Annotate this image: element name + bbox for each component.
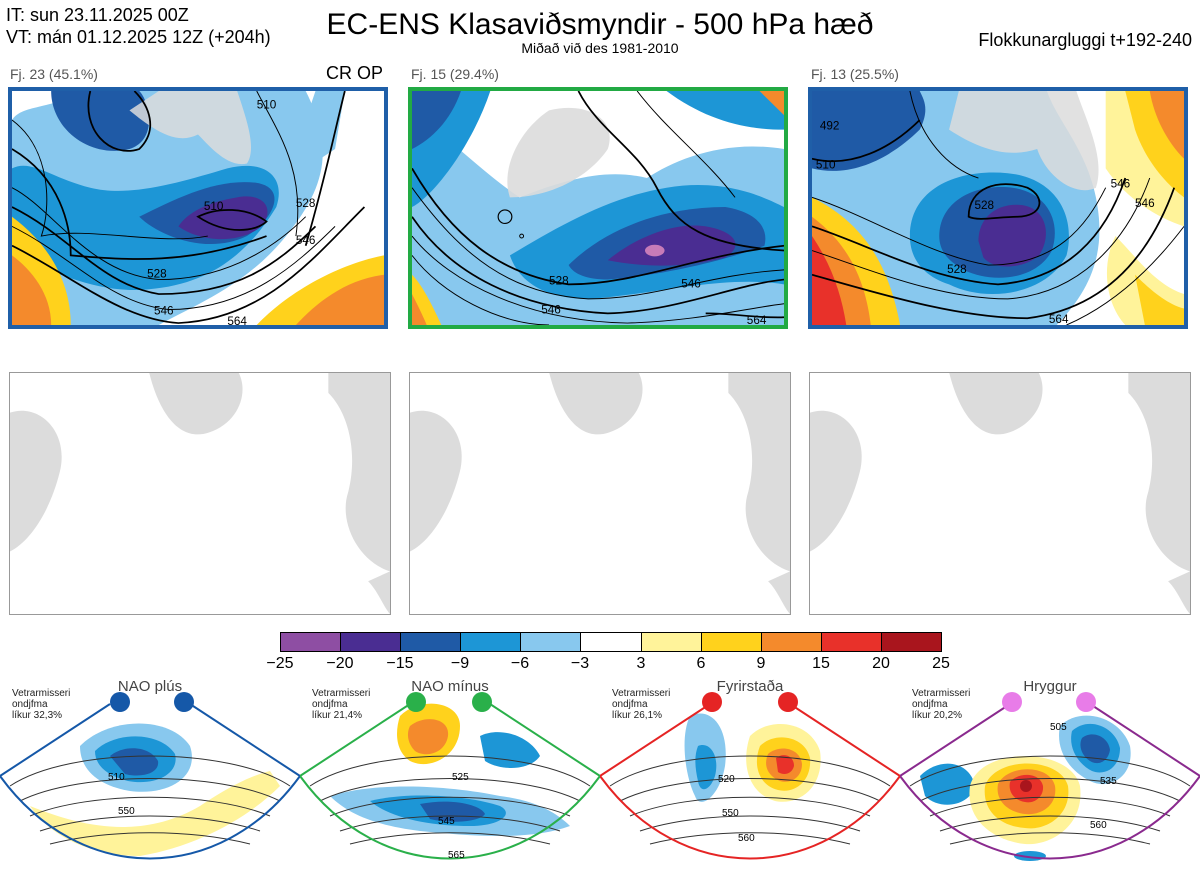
svg-text:520: 520 <box>718 774 735 785</box>
regime-blocking: 520 550 560 Fyrirstaða Vetrarmisseri ondj… <box>600 676 900 871</box>
colorbar-ticks: −25 −20 −15 −9 −6 −3 3 6 9 15 20 25 <box>0 655 1200 675</box>
svg-text:546: 546 <box>296 234 316 247</box>
cluster-1-tag: CR OP <box>326 63 384 83</box>
regime-ridge: 505 535 560 Hryggur Vetrarmisseri ondjfma… <box>900 676 1200 871</box>
colorbar-tick: −25 <box>266 655 294 672</box>
svg-text:550: 550 <box>722 808 739 819</box>
colorbar-tick: 15 <box>812 655 830 672</box>
svg-text:510: 510 <box>257 98 277 111</box>
page-subtitle: Miðað við des 1981-2010 <box>521 40 679 56</box>
regime-info: Vetrarmisseri ondjfma líkur 20,2% <box>912 688 971 721</box>
svg-text:535: 535 <box>1100 776 1117 787</box>
svg-text:564: 564 <box>747 314 767 325</box>
colorbar-tick: −3 <box>570 655 590 672</box>
regime-nao-minus: 525 545 565 NAO mínus Vetrarmisseri ondjf… <box>300 676 600 871</box>
classification-window: Flokkunargluggi t+192-240 <box>978 30 1192 50</box>
colorbar-bin <box>281 633 342 651</box>
regime-title: NAO mínus <box>411 678 489 695</box>
colorbar-tick: 6 <box>696 655 706 672</box>
cluster-1-label: Fj. 23 (45.1%) <box>10 66 98 82</box>
svg-text:545: 545 <box>438 816 455 827</box>
valid-time: VT: mán 01.12.2025 12Z (+204h) <box>6 27 271 47</box>
svg-text:528: 528 <box>296 197 316 210</box>
svg-text:510: 510 <box>816 158 836 171</box>
regime-nao-plus: 510 550 NAO plús Vetrarmisseri ondjfma lík… <box>0 676 300 871</box>
colorbar-bin <box>641 633 702 651</box>
cluster-2-map[interactable]: 528 546 546 564 <box>408 87 788 329</box>
svg-text:492: 492 <box>820 120 840 133</box>
svg-text:510: 510 <box>204 200 224 213</box>
svg-text:528: 528 <box>947 263 967 276</box>
initial-time: IT: sun 23.11.2025 00Z <box>6 5 189 25</box>
colorbar-tick: 3 <box>636 655 646 672</box>
svg-text:546: 546 <box>681 277 701 290</box>
cluster-3-map[interactable]: 492 510 528 546 528 546 564 <box>808 87 1188 329</box>
regime-title: Fyrirstaða <box>716 678 784 695</box>
cluster-3-label: Fj. 13 (25.5%) <box>811 66 899 82</box>
svg-text:546: 546 <box>154 304 174 317</box>
colorbar-bin <box>461 633 522 651</box>
cluster-2-label: Fj. 15 (29.4%) <box>411 66 499 82</box>
svg-text:565: 565 <box>448 850 465 861</box>
regime-info: Vetrarmisseri ondjfma líkur 26,1% <box>612 688 671 721</box>
colorbar-bin <box>701 633 762 651</box>
colorbar-bin <box>821 633 882 651</box>
colorbar-tick: −15 <box>386 655 414 672</box>
svg-text:550: 550 <box>118 806 135 817</box>
colorbar-tick: 20 <box>872 655 890 672</box>
colorbar-bin <box>401 633 462 651</box>
base-map-3 <box>809 372 1191 615</box>
colorbar-tick: −20 <box>326 655 354 672</box>
regime-info: Vetrarmisseri ondjfma líkur 21,4% <box>312 688 371 721</box>
colorbar-tick: −9 <box>450 655 470 672</box>
svg-text:528: 528 <box>147 268 167 281</box>
page-title: EC-ENS Klasaviðsmyndir - 500 hPa hæð <box>326 8 874 41</box>
svg-text:505: 505 <box>1050 722 1067 733</box>
svg-text:564: 564 <box>227 315 247 325</box>
colorbar-bin <box>521 633 582 651</box>
svg-text:546: 546 <box>1111 178 1131 191</box>
svg-text:560: 560 <box>738 833 755 844</box>
colorbar-tick: 9 <box>756 655 766 672</box>
svg-text:528: 528 <box>975 199 995 212</box>
colorbar-bin <box>881 633 942 651</box>
colorbar-tick: −6 <box>510 655 530 672</box>
base-map-1 <box>9 372 391 615</box>
svg-text:528: 528 <box>549 274 569 287</box>
svg-text:525: 525 <box>452 772 469 783</box>
regime-title: NAO plús <box>117 678 183 695</box>
header-info: IT: sun 23.11.2025 00Z VT: mán 01.12.202… <box>6 4 271 48</box>
svg-text:560: 560 <box>1090 820 1107 831</box>
colorbar-bin <box>341 633 402 651</box>
colorbar <box>280 632 942 652</box>
base-map-2 <box>409 372 791 615</box>
colorbar-bin <box>761 633 822 651</box>
svg-text:510: 510 <box>108 772 125 783</box>
svg-text:546: 546 <box>541 303 561 316</box>
colorbar-bin <box>581 633 642 651</box>
colorbar-tick: 25 <box>932 655 950 672</box>
regime-title: Hryggur <box>1023 678 1077 695</box>
svg-text:546: 546 <box>1135 197 1155 210</box>
cluster-1-map[interactable]: 510 528 546 564 510 528 546 <box>8 87 388 329</box>
regime-info: Vetrarmisseri ondjfma líkur 32,3% <box>12 688 71 721</box>
svg-text:564: 564 <box>1049 313 1069 325</box>
